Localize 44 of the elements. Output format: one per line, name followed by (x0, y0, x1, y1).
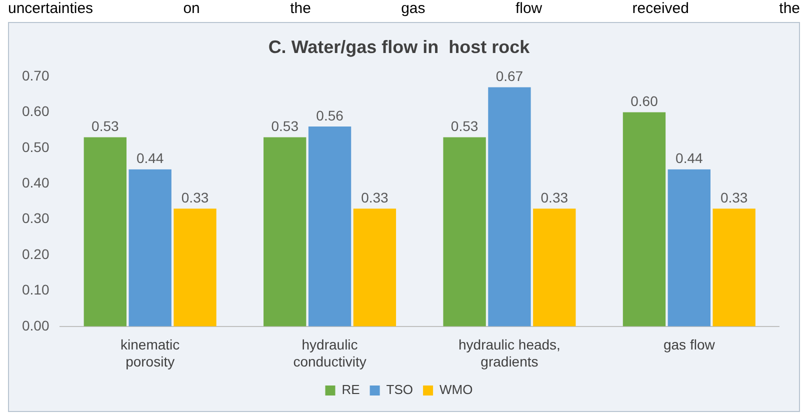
bar (264, 137, 306, 326)
legend-label: RE (342, 382, 360, 398)
y-tick-label: 0.50 (22, 138, 50, 155)
bar (353, 208, 396, 326)
category-label: kinematic (120, 336, 180, 353)
bar (174, 208, 216, 326)
data-label: 0.67 (496, 68, 524, 84)
category-label: hydraulic (302, 336, 358, 353)
data-label: 0.44 (676, 150, 703, 166)
y-tick-label: 0.40 (22, 174, 50, 191)
data-label: 0.33 (720, 189, 748, 206)
y-tick-label: 0.20 (22, 246, 50, 262)
category-label: hydraulic heads, (458, 336, 560, 353)
data-label: 0.60 (630, 93, 658, 110)
category-label: gas flow (663, 336, 715, 353)
y-tick-label: 0.00 (22, 317, 50, 334)
chart-title: C. Water/gas flow in host rock (268, 36, 531, 57)
bar (712, 208, 756, 326)
data-label: 0.33 (181, 189, 209, 206)
bar (308, 126, 352, 326)
data-label: 0.53 (271, 118, 299, 134)
data-label: 0.33 (540, 189, 568, 206)
data-label: 0.44 (136, 150, 164, 166)
bar (622, 112, 666, 326)
y-tick-label: 0.60 (22, 103, 50, 120)
bar (84, 137, 127, 326)
bar (443, 137, 486, 326)
bar (533, 208, 576, 326)
bar (668, 169, 710, 326)
legend-label: WMO (440, 382, 473, 398)
y-tick-label: 0.30 (22, 210, 50, 226)
data-label: 0.53 (450, 118, 478, 134)
category-label: porosity (126, 353, 175, 370)
text: uncertainties on the gas flow received the (8, 0, 800, 19)
y-tick-label: 0.70 (22, 67, 50, 84)
data-label: 0.33 (361, 189, 389, 206)
legend-label: TSO (386, 382, 414, 398)
category-label: gradients (480, 353, 538, 370)
bar (128, 169, 172, 326)
data-label: 0.56 (316, 107, 344, 124)
data-label: 0.53 (92, 118, 120, 134)
y-tick-label: 0.10 (22, 282, 50, 298)
category-label: conductivity (293, 353, 366, 370)
bar (488, 87, 531, 326)
